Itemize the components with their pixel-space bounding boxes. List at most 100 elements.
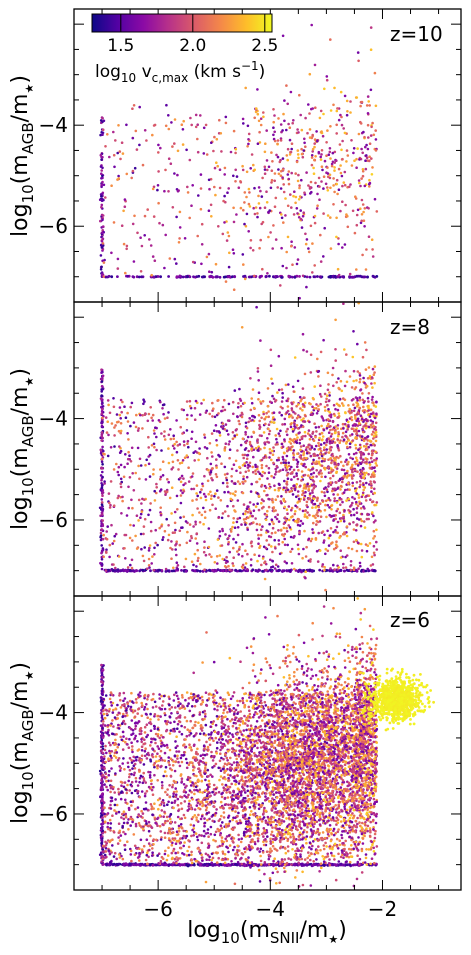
data-point xyxy=(246,528,249,531)
data-point xyxy=(248,501,252,504)
data-point xyxy=(115,862,119,866)
data-point xyxy=(317,150,321,154)
data-point xyxy=(208,412,211,416)
data-point xyxy=(105,537,109,541)
data-point xyxy=(358,443,362,447)
data-point xyxy=(282,221,285,224)
data-point xyxy=(148,238,151,241)
data-point xyxy=(342,438,346,442)
data-point xyxy=(249,541,253,545)
data-point xyxy=(266,509,269,513)
data-point xyxy=(318,185,321,188)
data-point xyxy=(270,377,273,381)
data-point xyxy=(173,510,177,514)
data-point xyxy=(302,453,305,457)
data-point xyxy=(225,555,228,559)
data-point xyxy=(269,451,272,455)
data-point xyxy=(225,478,229,482)
data-point xyxy=(112,221,116,224)
data-point xyxy=(143,498,146,502)
data-point xyxy=(181,459,185,462)
data-point xyxy=(102,183,106,187)
data-point xyxy=(348,445,352,449)
data-point xyxy=(128,476,132,479)
data-point xyxy=(235,428,238,431)
data-point xyxy=(107,863,111,867)
data-point xyxy=(118,451,122,455)
data-point xyxy=(298,184,301,187)
data-point xyxy=(196,137,199,141)
data-point xyxy=(101,825,104,828)
data-point xyxy=(231,400,235,404)
data-point xyxy=(343,422,347,426)
data-point xyxy=(368,178,371,182)
data-point xyxy=(270,420,273,424)
data-point xyxy=(271,247,275,250)
data-point xyxy=(342,464,345,468)
data-point xyxy=(101,792,104,796)
data-point xyxy=(340,115,343,119)
data-point xyxy=(152,215,156,218)
data-point xyxy=(242,208,245,212)
data-point xyxy=(164,790,167,794)
data-point xyxy=(351,463,354,467)
data-point xyxy=(298,195,302,198)
data-point xyxy=(369,564,373,567)
data-point xyxy=(242,263,245,266)
data-point xyxy=(334,407,337,411)
data-point xyxy=(311,506,314,510)
data-point xyxy=(283,543,287,547)
data-point xyxy=(179,476,182,480)
data-point xyxy=(218,434,222,437)
data-point xyxy=(357,274,361,278)
data-point xyxy=(220,516,224,520)
data-point xyxy=(173,531,176,534)
data-point xyxy=(191,260,195,264)
data-point xyxy=(311,271,314,274)
data-point xyxy=(108,555,111,559)
data-point xyxy=(369,412,373,416)
data-point xyxy=(139,516,142,519)
data-point xyxy=(374,138,378,141)
data-point xyxy=(153,432,156,435)
data-point xyxy=(358,480,362,483)
data-point xyxy=(99,531,103,535)
panel-label: z=10 xyxy=(390,22,443,46)
data-point xyxy=(101,133,104,136)
data-point xyxy=(149,529,153,533)
data-point xyxy=(346,225,350,229)
data-point xyxy=(149,244,153,247)
data-point xyxy=(263,150,267,154)
data-point xyxy=(147,412,151,416)
data-point xyxy=(231,562,234,565)
data-point xyxy=(281,168,285,171)
data-point xyxy=(247,230,250,233)
data-point xyxy=(334,425,338,428)
data-point xyxy=(224,280,228,283)
data-point xyxy=(305,485,308,488)
data-point xyxy=(120,224,124,227)
data-point xyxy=(279,139,283,142)
data-point xyxy=(353,231,357,235)
data-point xyxy=(219,132,223,135)
data-point xyxy=(291,275,294,279)
data-point xyxy=(327,383,330,386)
data-point xyxy=(197,458,200,462)
data-point xyxy=(159,477,162,481)
data-point xyxy=(204,553,208,557)
data-point xyxy=(318,502,322,506)
data-point xyxy=(229,497,233,501)
data-point xyxy=(132,260,136,263)
data-point xyxy=(373,381,376,385)
data-point xyxy=(119,482,122,486)
data-point xyxy=(361,355,365,359)
data-point xyxy=(322,448,326,452)
data-point xyxy=(271,497,274,501)
data-point xyxy=(375,210,379,213)
data-point xyxy=(234,180,237,183)
data-point xyxy=(326,129,329,132)
data-point xyxy=(335,178,339,182)
data-point xyxy=(363,341,367,344)
data-point xyxy=(313,385,317,388)
data-point xyxy=(341,431,345,435)
